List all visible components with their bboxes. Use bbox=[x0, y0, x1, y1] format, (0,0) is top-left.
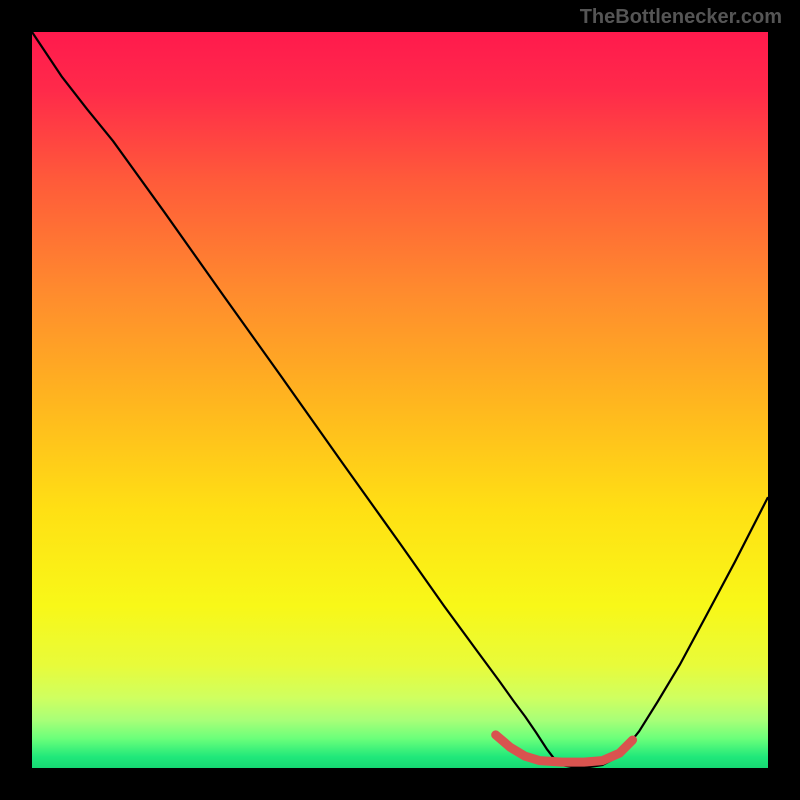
bottleneck-chart bbox=[32, 32, 768, 768]
bottleneck-highlight-line bbox=[496, 735, 633, 762]
bottleneck-curve-line bbox=[32, 32, 768, 767]
attribution-text: TheBottlenecker.com bbox=[580, 6, 782, 29]
chart-svg bbox=[32, 32, 768, 768]
